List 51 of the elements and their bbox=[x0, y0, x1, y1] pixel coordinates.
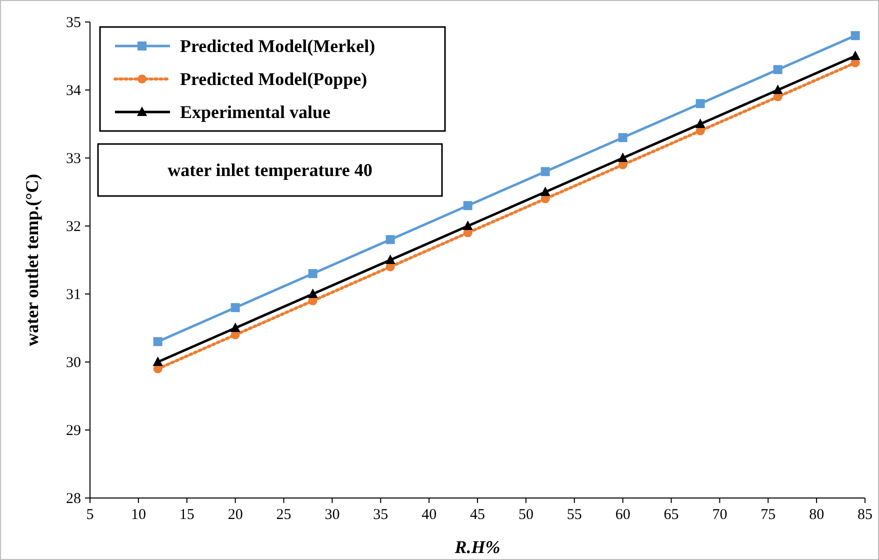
point bbox=[850, 50, 860, 60]
point bbox=[696, 99, 705, 108]
x-tick-label: 85 bbox=[858, 507, 872, 523]
y-tick-label: 31 bbox=[66, 287, 81, 303]
x-axis-title: R.H% bbox=[454, 537, 500, 557]
point bbox=[772, 84, 783, 94]
legend-label: Experimental value bbox=[180, 102, 330, 122]
y-tick-label: 32 bbox=[66, 219, 81, 235]
y-tick-label: 29 bbox=[66, 423, 81, 439]
x-tick-label: 80 bbox=[809, 507, 824, 523]
x-tick-label: 20 bbox=[228, 507, 243, 523]
legend-label: Predicted Model(Poppe) bbox=[180, 69, 368, 89]
x-tick-label: 65 bbox=[664, 507, 679, 523]
x-tick-label: 25 bbox=[276, 507, 292, 523]
point bbox=[230, 322, 240, 332]
x-tick-label: 45 bbox=[470, 507, 485, 523]
x-tick-label: 15 bbox=[179, 507, 194, 523]
y-tick-label: 28 bbox=[66, 491, 81, 507]
x-tick-label: 10 bbox=[130, 507, 146, 523]
x-tick-label: 50 bbox=[518, 507, 534, 523]
annotation: water inlet temperature 40 bbox=[168, 160, 372, 180]
point bbox=[463, 201, 472, 210]
point bbox=[308, 288, 318, 298]
point bbox=[540, 186, 550, 196]
y-tick-label: 35 bbox=[66, 15, 81, 31]
point bbox=[230, 303, 240, 312]
legend-label: Predicted Model(Merkel) bbox=[180, 36, 376, 56]
x-tick-label: 35 bbox=[373, 507, 388, 523]
y-tick-label: 30 bbox=[66, 355, 81, 371]
point bbox=[152, 356, 163, 366]
x-tick-label: 70 bbox=[712, 507, 728, 523]
point bbox=[153, 337, 162, 346]
y-tick-label: 33 bbox=[66, 151, 81, 167]
y-tick-label: 34 bbox=[66, 83, 82, 99]
x-tick-label: 5 bbox=[86, 507, 94, 523]
point bbox=[308, 269, 318, 278]
x-tick-label: 40 bbox=[422, 507, 437, 523]
x-tick-label: 60 bbox=[615, 507, 630, 523]
x-tick-label: 75 bbox=[760, 507, 776, 523]
point bbox=[462, 220, 473, 230]
point bbox=[385, 254, 396, 264]
point bbox=[850, 31, 860, 40]
point bbox=[618, 133, 628, 142]
y-axis-title: water outlet temp.(°C) bbox=[22, 174, 42, 346]
point bbox=[540, 167, 550, 176]
x-tick-label: 55 bbox=[566, 507, 582, 523]
point bbox=[386, 235, 395, 244]
point bbox=[773, 65, 782, 74]
point bbox=[695, 118, 706, 128]
point bbox=[618, 152, 628, 162]
x-tick-label: 30 bbox=[324, 507, 340, 523]
